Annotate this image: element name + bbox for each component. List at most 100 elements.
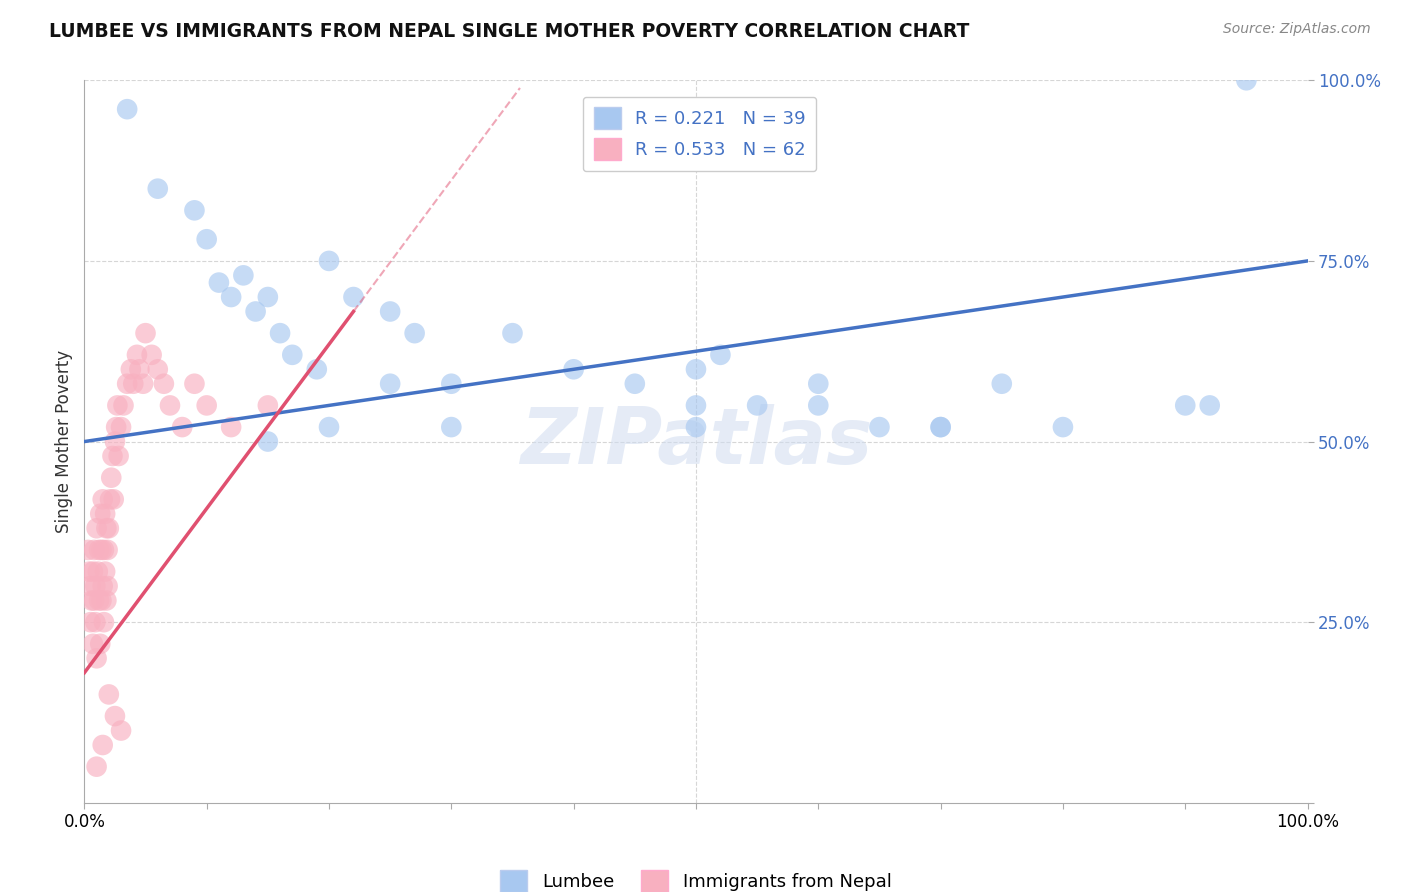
Point (82, 565, 104, 579)
Point (97, 579, 120, 593)
Point (80, 593, 103, 607)
Point (97, 687, 120, 701)
Point (624, 376, 647, 391)
Point (86, 760, 108, 774)
Point (195, 398, 218, 412)
Point (747, 398, 769, 412)
Point (183, 203, 205, 218)
Point (107, 449, 129, 463)
Point (208, 276, 231, 290)
Point (91, 492, 114, 507)
Point (89, 637, 111, 651)
Point (135, 326, 157, 340)
Point (94, 507, 117, 521)
Point (82, 637, 104, 651)
Point (86, 521, 108, 535)
Point (219, 420, 242, 434)
Point (440, 420, 463, 434)
Point (232, 268, 254, 283)
Point (159, 398, 181, 412)
Point (183, 376, 205, 391)
Point (79, 579, 101, 593)
Text: Source: ZipAtlas.com: Source: ZipAtlas.com (1223, 22, 1371, 37)
Point (257, 434, 280, 449)
Point (84, 615, 107, 630)
Point (105, 398, 128, 412)
Point (86, 651, 108, 665)
Point (120, 362, 142, 376)
Point (104, 434, 127, 449)
Point (84, 579, 107, 593)
Point (98, 492, 121, 507)
Point (122, 376, 145, 391)
Point (440, 376, 463, 391)
Point (93, 542, 115, 557)
Point (77, 565, 100, 579)
Point (153, 376, 176, 391)
Point (97, 521, 120, 535)
Point (110, 420, 132, 434)
Point (257, 398, 280, 412)
Point (97, 542, 120, 557)
Point (685, 362, 707, 376)
Point (89, 507, 111, 521)
Point (245, 304, 267, 318)
Point (132, 376, 155, 391)
Point (100, 470, 122, 484)
Point (96, 521, 118, 535)
Point (1236, 73, 1258, 87)
Point (342, 290, 364, 304)
Y-axis label: Single Mother Poverty: Single Mother Poverty (55, 350, 73, 533)
Point (172, 420, 194, 434)
Point (807, 376, 830, 391)
Point (104, 709, 127, 723)
Point (146, 182, 169, 196)
Point (305, 362, 328, 376)
Point (1052, 420, 1074, 434)
Point (105, 420, 128, 434)
Point (91, 579, 114, 593)
Point (103, 492, 125, 507)
Point (404, 326, 426, 340)
Point (77, 542, 100, 557)
Point (562, 362, 585, 376)
Point (685, 398, 707, 412)
Point (318, 253, 340, 268)
Point (929, 420, 952, 434)
Text: ZIPatlas: ZIPatlas (520, 403, 872, 480)
Point (90, 542, 112, 557)
Point (807, 398, 830, 412)
Point (94, 565, 117, 579)
Point (502, 326, 524, 340)
Point (101, 449, 124, 463)
Point (93, 615, 115, 630)
Point (1174, 398, 1197, 412)
Point (110, 723, 132, 738)
Point (869, 420, 891, 434)
Point (269, 326, 291, 340)
Point (141, 348, 163, 362)
Point (83, 542, 105, 557)
Point (685, 420, 707, 434)
Point (380, 376, 402, 391)
Text: LUMBEE VS IMMIGRANTS FROM NEPAL SINGLE MOTHER POVERTY CORRELATION CHART: LUMBEE VS IMMIGRANTS FROM NEPAL SINGLE M… (49, 22, 970, 41)
Point (83, 593, 105, 607)
Point (115, 102, 138, 116)
Point (219, 290, 242, 304)
Point (318, 420, 340, 434)
Point (87, 593, 110, 607)
Point (125, 348, 148, 362)
Point (195, 232, 218, 246)
Point (709, 348, 731, 362)
Point (146, 362, 169, 376)
Point (257, 290, 280, 304)
Point (1198, 398, 1220, 412)
Point (79, 615, 101, 630)
Point (87, 542, 110, 557)
Point (90, 593, 112, 607)
Point (87, 565, 110, 579)
Legend: Lumbee, Immigrants from Nepal: Lumbee, Immigrants from Nepal (494, 863, 898, 892)
Point (96, 593, 118, 607)
Point (115, 376, 138, 391)
Point (380, 304, 402, 318)
